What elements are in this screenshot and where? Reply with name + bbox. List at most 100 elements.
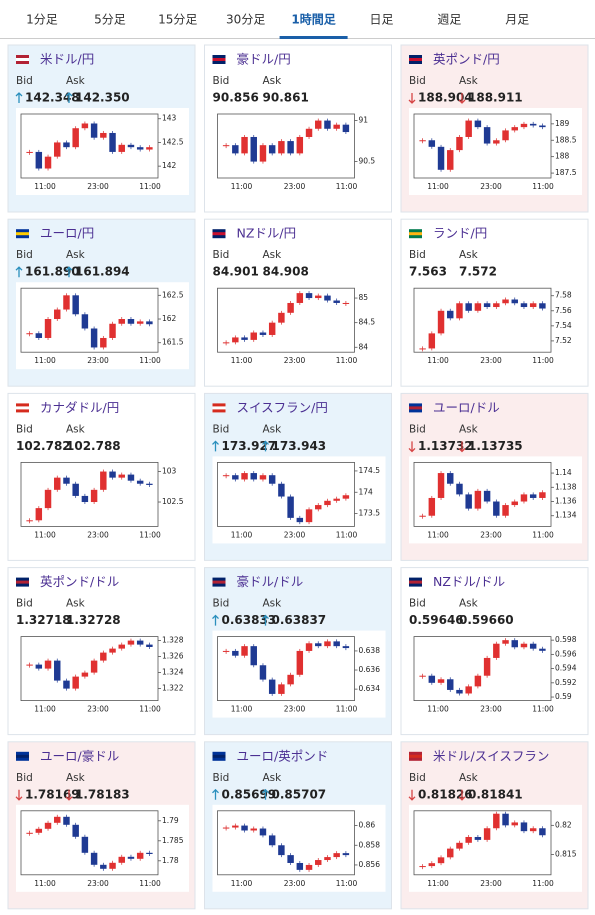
pair-name[interactable]: ユーロ/ドル xyxy=(433,400,500,415)
pair-name[interactable]: カナダドル/円 xyxy=(40,400,119,415)
candle xyxy=(26,151,33,153)
rate-card[interactable]: NZドル/円 Bid Ask 84.901 84.908 84 84.5 85 11:00 23:… xyxy=(204,218,392,387)
x-tick-label: 11:00 xyxy=(139,182,161,191)
candle xyxy=(278,483,285,497)
pair-name[interactable]: NZドル/円 xyxy=(237,226,297,241)
y-tick-label: 173.5 xyxy=(359,509,381,518)
plot-frame xyxy=(413,810,552,876)
y-tick-label: 7.56 xyxy=(555,306,572,315)
candle xyxy=(72,128,79,148)
tab[interactable]: 30分足 xyxy=(226,13,265,27)
tab[interactable]: 日足 xyxy=(369,13,393,27)
x-tick-label: 11:00 xyxy=(139,879,161,888)
candle xyxy=(232,475,239,480)
trend-arrow xyxy=(458,441,466,453)
y-tick-label: 0.636 xyxy=(359,665,381,674)
candle xyxy=(278,684,285,694)
candle xyxy=(447,679,454,690)
candle xyxy=(136,480,144,484)
bid-label: Bid xyxy=(213,249,230,261)
bid-value: 0.81826 xyxy=(418,787,473,801)
pair-name[interactable]: 米ドル/スイスフラン xyxy=(433,748,549,763)
bid-value: 188.904 xyxy=(418,91,473,105)
candle xyxy=(529,828,537,832)
pair-name[interactable]: NZドル/ドル xyxy=(433,574,505,589)
pair-name[interactable]: ユーロ/豪ドル xyxy=(40,748,119,763)
bid-value: 1.32718 xyxy=(16,613,71,627)
candle xyxy=(222,475,230,477)
pair-name[interactable]: 英ポンド/円 xyxy=(433,52,500,67)
plot-frame xyxy=(217,810,355,876)
candle xyxy=(333,124,340,129)
x-tick-label: 11:00 xyxy=(336,705,358,714)
candle xyxy=(419,348,426,350)
tab[interactable]: 15分足 xyxy=(158,13,197,27)
pair-name[interactable]: 豪ドル/ドル xyxy=(237,574,304,589)
tab[interactable]: 1時間足 xyxy=(291,12,335,27)
ask-value: 7.572 xyxy=(459,265,497,279)
y-tick-label: 7.52 xyxy=(555,336,572,345)
candle xyxy=(474,303,482,311)
candle xyxy=(118,319,125,324)
candle xyxy=(81,672,89,677)
candle xyxy=(72,483,79,496)
rate-card[interactable]: 豪ドル/円 Bid Ask 90.856 90.861 90.5 91 11:00 23:00 1… xyxy=(204,44,392,213)
chart-bg xyxy=(409,456,582,544)
trend-arrow xyxy=(15,92,23,103)
plot-frame xyxy=(20,287,159,353)
x-tick-label: 11:00 xyxy=(532,879,554,888)
candle xyxy=(278,312,285,323)
candle xyxy=(474,836,482,840)
x-tick-label: 11:00 xyxy=(231,356,253,365)
tab[interactable]: 1分足 xyxy=(26,13,58,27)
candle xyxy=(109,648,116,653)
candle xyxy=(520,643,528,648)
y-tick-label: 1.134 xyxy=(555,511,577,520)
candle xyxy=(259,828,267,836)
tab[interactable]: 週足 xyxy=(437,13,461,27)
bid-value: 0.59646 xyxy=(409,613,464,627)
candle xyxy=(136,147,144,150)
pair-name[interactable]: ランド/円 xyxy=(433,226,487,241)
pair-name[interactable]: ユーロ/英ポンド xyxy=(237,748,329,763)
ask-label: Ask xyxy=(459,75,479,87)
y-tick-label: 174.5 xyxy=(359,466,381,475)
flag-stripe xyxy=(16,232,29,236)
tab[interactable]: 月足 xyxy=(505,13,529,27)
tab[interactable]: 5分足 xyxy=(94,13,126,27)
candle xyxy=(483,828,491,840)
ask-label: Ask xyxy=(66,75,86,87)
ask-value: 1.13735 xyxy=(468,439,523,453)
candle xyxy=(296,517,304,523)
pair-name[interactable]: 米ドル/円 xyxy=(40,52,94,67)
pair-name[interactable]: スイスフラン/円 xyxy=(237,400,328,415)
candle xyxy=(63,680,70,689)
pair-name[interactable]: ユーロ/円 xyxy=(40,226,94,241)
flag-stripe xyxy=(212,58,226,61)
candle xyxy=(502,130,509,141)
trend-arrow xyxy=(262,788,269,800)
candle xyxy=(493,643,500,658)
candle xyxy=(26,333,33,335)
plot-frame xyxy=(413,113,552,179)
pair-name[interactable]: 豪ドル/円 xyxy=(237,52,291,67)
rate-card[interactable]: ランド/円 Bid Ask 7.563 7.572 7.52 7.54 7.56 7.58 11:… xyxy=(400,218,589,387)
candle xyxy=(35,151,43,169)
candle xyxy=(342,646,350,649)
candle xyxy=(90,489,98,503)
pair-name[interactable]: 英ポンド/ドル xyxy=(40,574,119,589)
candle xyxy=(419,866,426,868)
candle xyxy=(333,853,340,858)
